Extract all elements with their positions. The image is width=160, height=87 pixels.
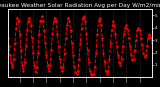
Title: Milwaukee Weather Solar Radiation Avg per Day W/m2/minute: Milwaukee Weather Solar Radiation Avg pe… xyxy=(0,3,160,8)
